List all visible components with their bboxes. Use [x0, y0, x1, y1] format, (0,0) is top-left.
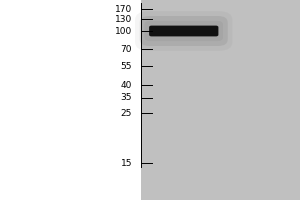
- Text: 15: 15: [121, 158, 132, 168]
- Text: 40: 40: [121, 81, 132, 90]
- Text: 100: 100: [115, 26, 132, 36]
- FancyBboxPatch shape: [140, 16, 228, 46]
- Bar: [141, 0, 300, 200]
- FancyBboxPatch shape: [144, 21, 223, 41]
- Text: 70: 70: [121, 45, 132, 53]
- Text: 35: 35: [121, 94, 132, 102]
- Text: 55: 55: [121, 62, 132, 71]
- FancyBboxPatch shape: [149, 26, 218, 36]
- Text: 170: 170: [115, 4, 132, 14]
- Text: 130: 130: [115, 15, 132, 23]
- Text: 25: 25: [121, 108, 132, 117]
- FancyBboxPatch shape: [135, 11, 232, 51]
